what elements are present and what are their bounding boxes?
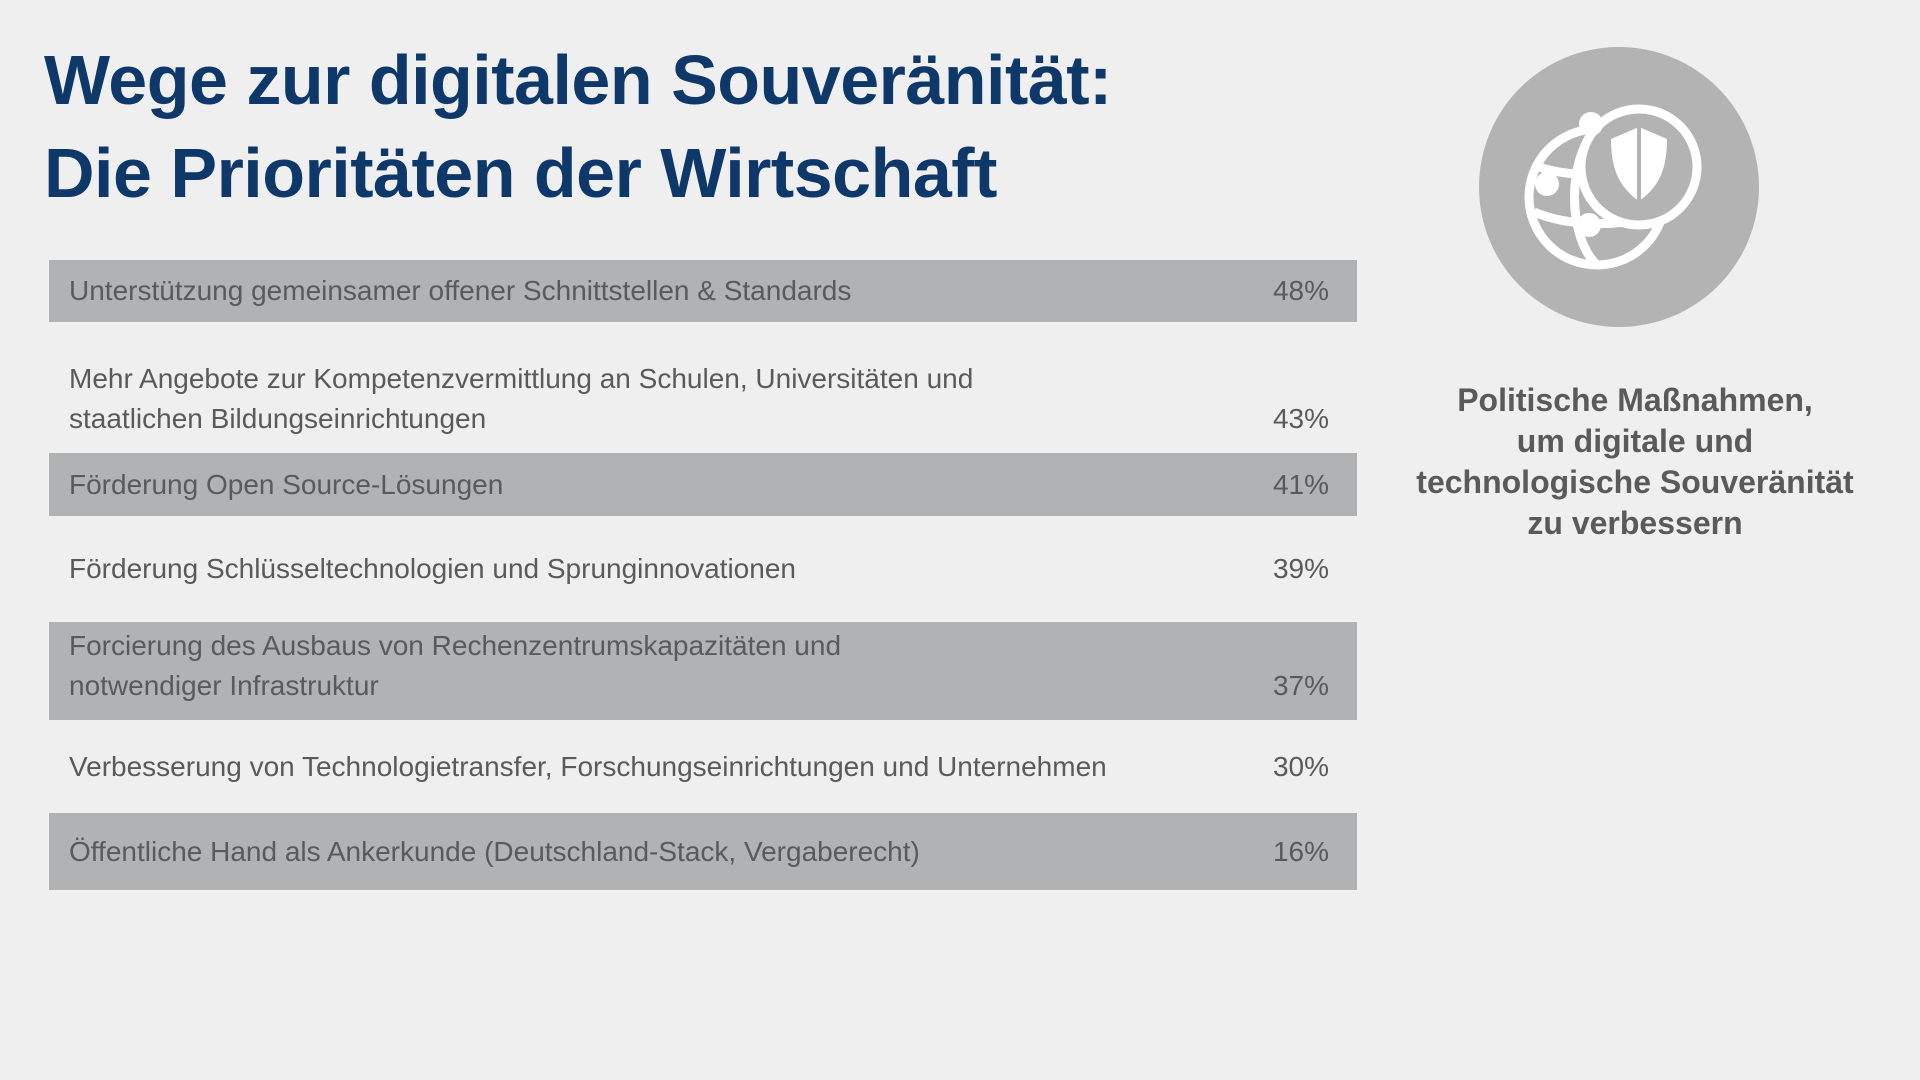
title-line: Die Prioritäten der Wirtschaft: [44, 134, 997, 212]
row-label: Mehr Angebote zur Kompetenzvermittlung a…: [69, 359, 973, 439]
globe-shield-icon: [1479, 47, 1759, 327]
row-value: 43%: [1272, 403, 1329, 434]
row-label: Förderung Schlüsseltechnologien und Spru…: [69, 549, 796, 589]
label-line: notwendiger Infrastruktur: [69, 670, 379, 701]
row-label: Verbesserung von Technologietransfer, Fo…: [69, 747, 1107, 787]
caption-line: um digitale und: [1516, 423, 1754, 459]
row-value: 39%: [1272, 553, 1329, 584]
label-line: Förderung Open Source-Lösungen: [69, 468, 504, 500]
row-value: 16%: [1272, 835, 1329, 867]
table-row: Förderung Open Source-Lösungen 41%: [49, 453, 1357, 516]
label-line: Förderung Schlüsseltechnologien und Spru…: [69, 553, 796, 584]
label-line: Forcierung des Ausbaus von Rechenzentrum…: [69, 630, 842, 661]
caption-line: technologische Souveränität: [1416, 464, 1854, 500]
row-value: 41%: [1272, 468, 1329, 500]
priority-table: Unterstützung gemeinsamer offener Schnit…: [49, 260, 1357, 890]
table-row: Förderung Schlüsseltechnologien und Spru…: [49, 516, 1357, 622]
table-row: Öffentliche Hand als Ankerkunde (Deutsch…: [49, 813, 1357, 890]
row-label: Forcierung des Ausbaus von Rechenzentrum…: [69, 626, 841, 706]
row-value: 37%: [1272, 670, 1329, 701]
table-row: Forcierung des Ausbaus von Rechenzentrum…: [49, 622, 1357, 720]
table-row: Unterstützung gemeinsamer offener Schnit…: [49, 260, 1357, 322]
caption-line: Politische Maßnahmen,: [1457, 382, 1813, 418]
label-line: Mehr Angebote zur Kompetenzvermittlung a…: [69, 363, 974, 394]
row-label: Förderung Open Source-Lösungen: [69, 465, 503, 505]
row-value: 48%: [1272, 275, 1329, 306]
row-label: Öffentliche Hand als Ankerkunde (Deutsch…: [69, 832, 920, 872]
label-line: Öffentliche Hand als Ankerkunde (Deutsch…: [69, 835, 920, 867]
table-row: Verbesserung von Technologietransfer, Fo…: [49, 720, 1357, 813]
label-line: Unterstützung gemeinsamer offener Schnit…: [69, 275, 852, 306]
caption-line: zu verbessern: [1527, 505, 1743, 541]
row-value: 30%: [1272, 750, 1329, 782]
title-line: Wege zur digitalen Souveränität:: [44, 41, 1112, 119]
table-row: Mehr Angebote zur Kompetenzvermittlung a…: [49, 322, 1357, 453]
label-line: Verbesserung von Technologietransfer, Fo…: [69, 750, 1107, 782]
sidebar-caption: Politische Maßnahmen, um digitale und tech…: [1385, 380, 1885, 544]
label-line: staatlichen Bildungseinrichtungen: [69, 403, 487, 434]
title: Wege zur digitalen Souveränität: Die Prio…: [44, 34, 1112, 220]
row-label: Unterstützung gemeinsamer offener Schnit…: [69, 271, 851, 311]
